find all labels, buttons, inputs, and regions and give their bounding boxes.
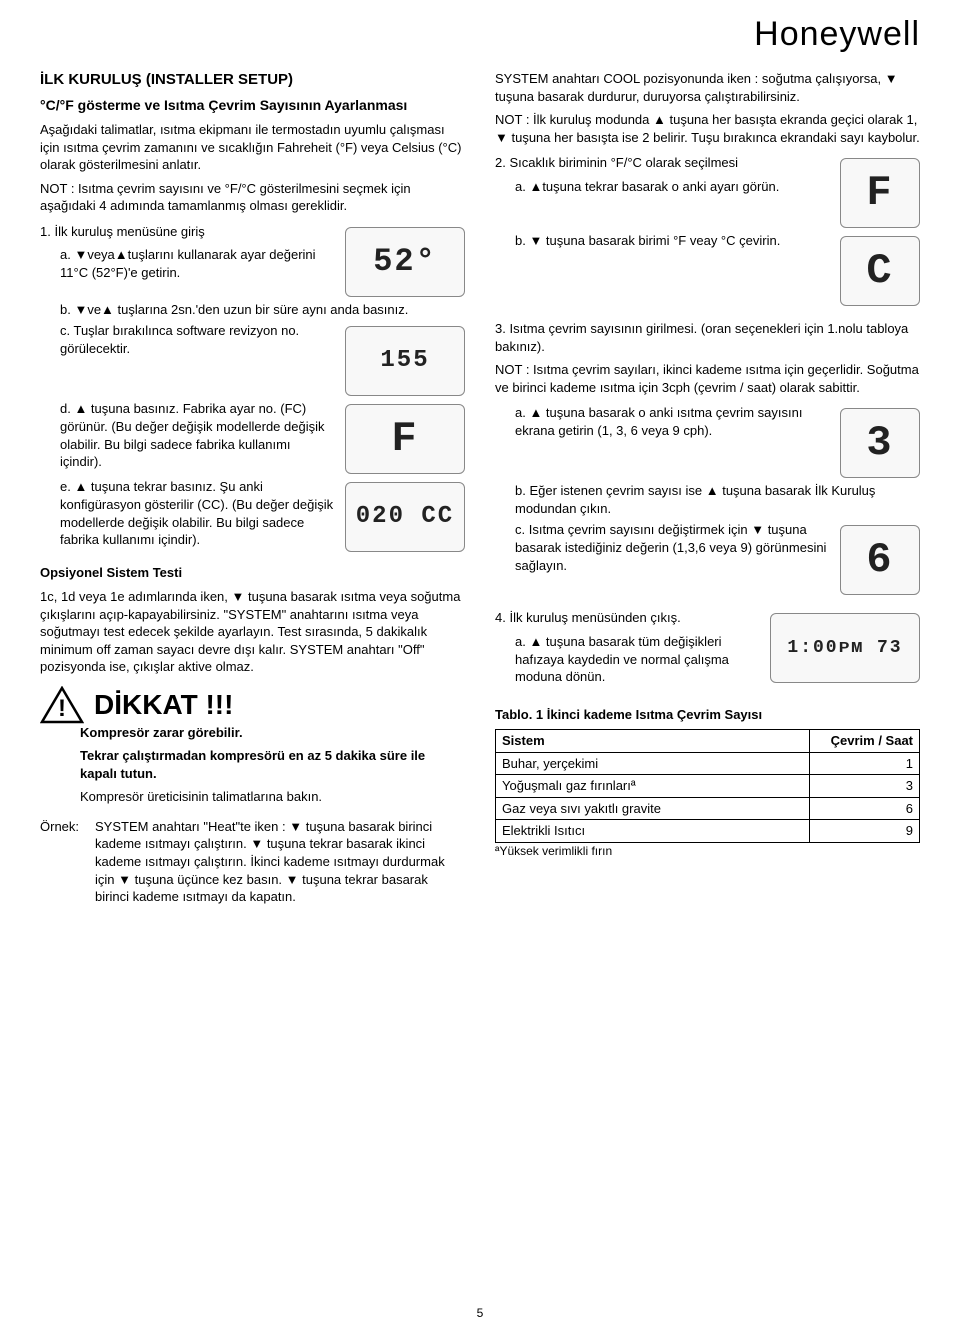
lcd-display-f2: F: [840, 158, 920, 228]
warning-icon: !: [40, 686, 84, 724]
step-1-title: 1. İlk kuruluş menüsüne giriş: [40, 223, 335, 241]
lcd-display-52: 52°: [345, 227, 465, 297]
step-3: 3. Isıtma çevrim sayısının girilmesi. (o…: [495, 320, 920, 355]
main-content: İLK KURULUŞ (INSTALLER SETUP) °C/°F göst…: [40, 70, 920, 906]
right-p1: SYSTEM anahtarı COOL pozisyonunda iken :…: [495, 70, 920, 105]
lcd-display-cc: 020 CC: [345, 482, 465, 552]
intro-text: Aşağıdaki talimatlar, ısıtma ekipmanı il…: [40, 121, 465, 174]
lcd-display-c: C: [840, 236, 920, 306]
right-column: SYSTEM anahtarı COOL pozisyonunda iken :…: [495, 70, 920, 906]
step-3c: c. Isıtma çevrim sayısını değiştirmek iç…: [515, 521, 830, 574]
step-4: 4. İlk kuruluş menüsünden çıkış.: [495, 609, 760, 627]
section-subtitle: °C/°F gösterme ve Isıtma Çevrim Sayısını…: [40, 96, 465, 115]
step-1b: b. ▼ve▲ tuşlarına 2sn.'den uzun bir süre…: [60, 301, 465, 319]
step-1e: e. ▲ tuşuna tekrar basınız. Şu anki konf…: [60, 478, 335, 548]
example-label: Örnek:: [40, 818, 79, 906]
table-footnote: ªYüksek verimlikli fırın: [495, 843, 920, 859]
table-title: Tablo. 1 İkinci kademe Isıtma Çevrim Say…: [495, 706, 920, 724]
right-note-2: NOT : Isıtma çevrim sayıları, ikinci kad…: [495, 361, 920, 396]
step-3a: a. ▲ tuşuna basarak o anki ısıtma çevrim…: [515, 404, 830, 439]
step-1c: c. Tuşlar bırakılınca software revizyon …: [60, 322, 335, 357]
step-2a: a. ▲tuşuna tekrar basarak o anki ayarı g…: [515, 178, 830, 196]
lcd-display-6: 6: [840, 525, 920, 595]
dikkat-line-1: Kompresör zarar görebilir.: [80, 724, 465, 742]
cycle-table: Sistem Çevrim / Saat Buhar, yerçekimi1 Y…: [495, 729, 920, 843]
step-4a: a. ▲ tuşuna basarak tüm değişikleri hafı…: [515, 633, 760, 686]
step-1d: d. ▲ tuşuna basınız. Fabrika ayar no. (F…: [60, 400, 335, 470]
lcd-display-3: 3: [840, 408, 920, 478]
table-row: Elektrikli Isıtıcı9: [496, 820, 920, 843]
optional-test-body: 1c, 1d veya 1e adımlarında iken, ▼ tuşun…: [40, 588, 465, 676]
step-2b: b. ▼ tuşuna basarak birimi °F veay °C çe…: [515, 232, 830, 250]
optional-test-title: Opsiyonel Sistem Testi: [40, 564, 465, 582]
left-column: İLK KURULUŞ (INSTALLER SETUP) °C/°F göst…: [40, 70, 465, 906]
step-2: 2. Sıcaklık biriminin °F/°C olarak seçil…: [495, 154, 830, 172]
step-1a: a. ▼veya▲tuşlarını kullanarak ayar değer…: [60, 246, 335, 281]
table-row: Gaz veya sıvı yakıtlı gravite6: [496, 797, 920, 820]
lcd-display-155: 155: [345, 326, 465, 396]
table-row: Buhar, yerçekimi1: [496, 752, 920, 775]
note-1: NOT : Isıtma çevrim sayısını ve °F/°C gö…: [40, 180, 465, 215]
step-3b: b. Eğer istenen çevrim sayısı ise ▲ tuşu…: [515, 482, 920, 517]
lcd-display-f: F: [345, 404, 465, 474]
page-number: 5: [477, 1306, 484, 1320]
right-note-1: NOT : İlk kuruluş modunda ▲ tuşuna her b…: [495, 111, 920, 146]
section-title: İLK KURULUŞ (INSTALLER SETUP): [40, 70, 465, 90]
dikkat-line-3: Kompresör üreticisinin talimatlarına bak…: [80, 788, 465, 806]
svg-text:!: !: [58, 695, 66, 722]
dikkat-heading: DİKKAT !!!: [94, 686, 233, 724]
table-header-system: Sistem: [496, 730, 810, 753]
brand-logo: Honeywell: [754, 15, 920, 54]
lcd-display-time: 1:00ᴘᴍ 73: [770, 613, 920, 683]
table-header-cycle: Çevrim / Saat: [810, 730, 920, 753]
dikkat-line-2: Tekrar çalıştırmadan kompresörü en az 5 …: [80, 747, 465, 782]
example-body: SYSTEM anahtarı "Heat"te iken : ▼ tuşuna…: [95, 818, 465, 906]
table-row: Yoğuşmalı gaz fırınlarıª3: [496, 775, 920, 798]
